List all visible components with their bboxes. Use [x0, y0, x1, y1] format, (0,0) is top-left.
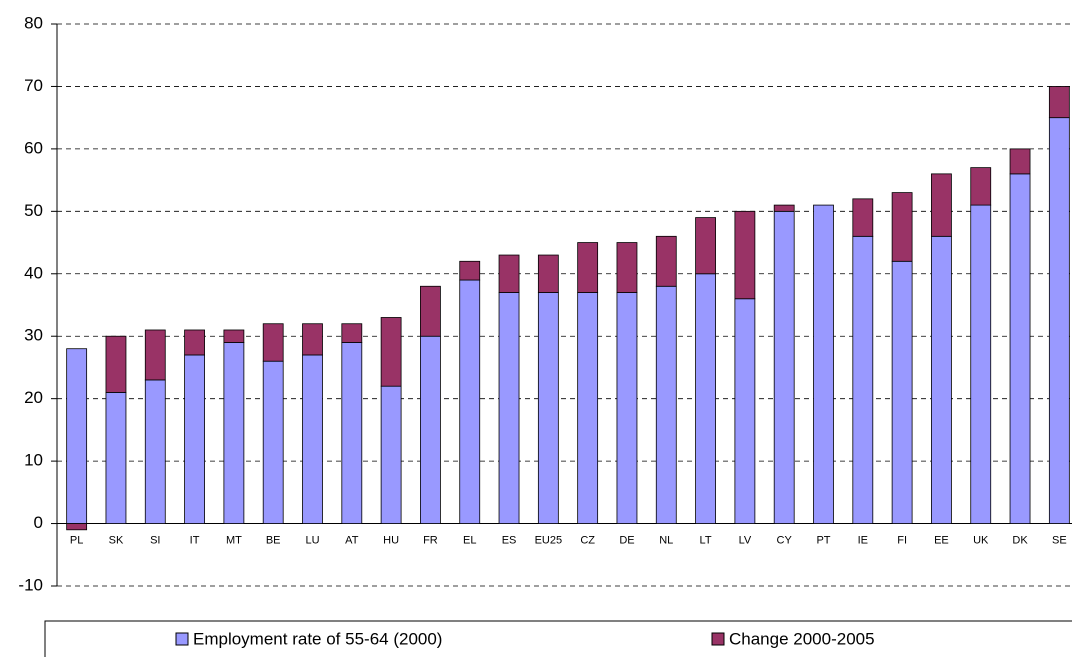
bar-segment — [420, 335, 441, 524]
y-tick-label: 30 — [24, 326, 43, 345]
x-tick-label: LU — [305, 534, 319, 546]
y-tick-label: 10 — [24, 451, 43, 470]
bar-segment — [302, 354, 323, 524]
bar-segment — [1009, 173, 1031, 524]
bar-segment — [773, 204, 795, 212]
bar-segment — [616, 292, 638, 524]
x-tick-label: LV — [739, 534, 752, 546]
bar-segment — [695, 273, 716, 524]
y-tick-label: 70 — [24, 76, 43, 95]
bar-segment — [341, 342, 363, 524]
bar-segment — [891, 192, 913, 262]
bar-segment — [1048, 86, 1070, 119]
x-tick-label: DE — [619, 534, 634, 546]
x-tick-label: LT — [700, 534, 712, 546]
bar-segment — [577, 292, 599, 524]
bar-segment — [144, 329, 166, 381]
x-tick-label: EL — [463, 534, 476, 546]
y-tick-label: 0 — [34, 513, 43, 532]
bar-segment — [577, 242, 599, 293]
legend-swatch — [711, 632, 725, 646]
x-tick-label: FI — [897, 534, 907, 546]
x-tick-label: AT — [345, 534, 359, 546]
y-tick-label: -10 — [18, 575, 43, 594]
bar-segment — [498, 254, 520, 293]
x-tick-label: SI — [150, 534, 160, 546]
bar-segment — [734, 298, 756, 524]
y-tick-label: 80 — [24, 13, 43, 32]
bar-segment — [105, 392, 127, 524]
x-tick-label: HU — [383, 534, 399, 546]
bar-segment — [262, 323, 284, 362]
bar-segment — [931, 173, 952, 237]
bar-segment — [734, 210, 756, 300]
x-tick-label: EE — [934, 534, 949, 546]
bar-segment — [144, 379, 166, 524]
bar-segment — [184, 354, 205, 524]
x-tick-label: SK — [109, 534, 124, 546]
bar-segment — [66, 348, 88, 524]
bar-segment — [105, 335, 127, 393]
y-tick-label: 40 — [24, 263, 43, 282]
bar-segment — [891, 260, 913, 524]
bar-segment — [852, 235, 874, 524]
bar-segment — [1009, 148, 1031, 175]
bar-segment — [420, 285, 441, 337]
x-tick-label: BE — [266, 534, 281, 546]
bar-segment — [537, 292, 559, 524]
x-tick-label: ES — [502, 534, 517, 546]
bar-segment — [931, 235, 952, 524]
x-tick-label: SE — [1052, 534, 1067, 546]
legend-label: Employment rate of 55-64 (2000) — [193, 629, 442, 648]
bar-segment — [655, 285, 677, 524]
x-tick-label: CZ — [580, 534, 595, 546]
bar-segment — [262, 360, 284, 524]
y-tick-label: 20 — [24, 388, 43, 407]
x-tick-label: PT — [816, 534, 830, 546]
bar-segment — [498, 292, 520, 524]
bar-segment — [341, 323, 363, 343]
legend-label: Change 2000-2005 — [729, 629, 875, 648]
bar-segment — [970, 204, 992, 524]
bar-segment — [773, 210, 795, 524]
x-tick-label: CY — [777, 534, 793, 546]
bar-segment — [1048, 117, 1070, 524]
bar-segment — [223, 329, 245, 343]
bar-segment — [537, 254, 559, 293]
bar-segment — [459, 279, 481, 524]
legend-swatch — [175, 632, 189, 646]
bar-segment — [616, 242, 638, 293]
bar-segment — [66, 523, 88, 531]
bar-segment — [223, 342, 245, 524]
bar-segment — [852, 198, 874, 237]
x-tick-label: NL — [659, 534, 673, 546]
bar-segment — [184, 329, 205, 356]
legend-box — [44, 620, 1072, 657]
y-tick-label: 60 — [24, 138, 43, 157]
x-tick-label: UK — [973, 534, 989, 546]
x-tick-label: EU25 — [535, 534, 563, 546]
x-tick-label: DK — [1012, 534, 1028, 546]
bar-segment — [970, 167, 992, 206]
x-tick-label: IT — [190, 534, 200, 546]
bar-segment — [302, 323, 323, 356]
bar-segment — [655, 235, 677, 287]
bar-segment — [380, 385, 402, 524]
x-tick-label: PL — [70, 534, 83, 546]
y-tick-label: 50 — [24, 201, 43, 220]
x-tick-label: IE — [858, 534, 868, 546]
x-tick-label: FR — [423, 534, 438, 546]
bar-segment — [459, 260, 481, 281]
x-tick-label: MT — [226, 534, 242, 546]
bar-segment — [380, 317, 402, 387]
bar-segment — [813, 204, 834, 524]
bar-segment — [695, 217, 716, 275]
